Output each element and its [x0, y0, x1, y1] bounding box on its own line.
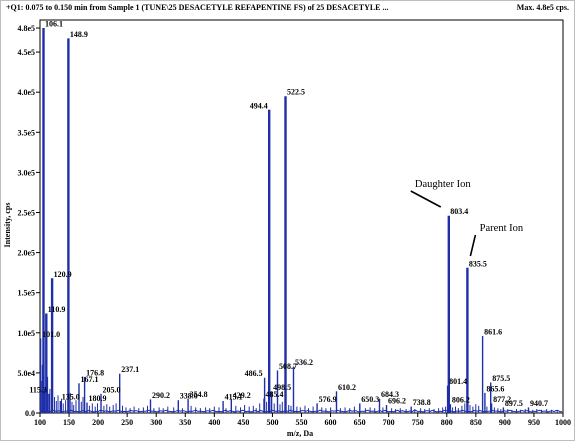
peak-label-415.1: 415.1 — [225, 393, 243, 402]
max-intensity-label: Max. 4.8e5 cps. — [517, 3, 569, 12]
peak-label-610.2: 610.2 — [338, 383, 356, 392]
x-tick-label: 900 — [499, 418, 511, 427]
peak-label-865.6: 865.6 — [486, 384, 504, 393]
peak-label-429.2: 429.2 — [233, 391, 251, 400]
x-tick-label: 100 — [34, 418, 46, 427]
annotation-daughter-ion: Daughter Ion — [415, 179, 471, 190]
x-tick-label: 850 — [470, 418, 482, 427]
x-tick-label: 550 — [296, 418, 308, 427]
peak-label-835.5: 835.5 — [469, 259, 487, 268]
spectrum-peaks — [39, 28, 563, 413]
peak-labels: 106.1 148.9 494.4 522.5 803.4 835.5 861.6 875.5… — [29, 20, 548, 408]
y-tick-label: 1.5e5 — [17, 289, 35, 298]
peak-label-738.8: 738.8 — [413, 398, 431, 407]
x-tick-label: 200 — [92, 418, 104, 427]
peak-label-338.0: 338.0 — [180, 392, 198, 401]
peak-label-494.4: 494.4 — [250, 101, 268, 110]
y-tick-label: 4.0e5 — [17, 88, 35, 97]
x-tick-label: 300 — [150, 418, 162, 427]
annotation-parent-ion: Parent Ion — [480, 223, 524, 234]
x-tick-label: 250 — [121, 418, 133, 427]
y-tick-label: 4.8e5 — [17, 24, 35, 33]
y-axis: 0.0 5.0e4 1.0e5 1.5e5 2.0e5 2.5e5 3.0e5 3.5e5 4.… — [17, 24, 40, 418]
peak-label-354.8: 354.8 — [190, 390, 208, 399]
y-tick-label: 4.5e5 — [17, 48, 35, 57]
peak-label-290.2: 290.2 — [152, 391, 170, 400]
x-tick-label: 750 — [412, 418, 424, 427]
peak-label-106.1: 106.1 — [45, 20, 63, 29]
y-tick-label: 2.5e5 — [17, 208, 35, 217]
peak-label-180.9: 180.9 — [89, 394, 107, 403]
peak-label-696.2: 696.2 — [388, 397, 406, 406]
peak-label-803.4: 803.4 — [450, 207, 468, 216]
x-tick-label: 150 — [63, 418, 75, 427]
peak-label-806.2: 806.2 — [452, 396, 470, 405]
peak-label-650.3: 650.3 — [361, 395, 379, 404]
peak-label-875.5: 875.5 — [492, 374, 510, 383]
peak-label-148.9: 148.9 — [70, 30, 88, 39]
x-tick-label: 350 — [179, 418, 191, 427]
y-tick-label: 2.0e5 — [17, 249, 35, 258]
peak-label-940.7: 940.7 — [530, 399, 548, 408]
peak-label-801.4: 801.4 — [449, 377, 467, 386]
peak-label-110.9: 110.9 — [48, 305, 66, 314]
x-tick-label: 800 — [441, 418, 453, 427]
y-tick-label: 3.0e5 — [17, 168, 35, 177]
peak-label-684.3: 684.3 — [381, 390, 399, 399]
peak-label-205.0: 205.0 — [103, 385, 121, 394]
y-tick-label: 5.0e4 — [17, 369, 35, 378]
y-tick-label: 3.5e5 — [17, 128, 35, 137]
peak-label-877.2: 877.2 — [493, 395, 511, 404]
peak-label-167.1: 167.1 — [81, 375, 99, 384]
peak-label-485.4: 485.4 — [266, 390, 284, 399]
x-axis-label: m/z, Da — [287, 429, 313, 438]
y-tick-label: 1.0e5 — [17, 329, 35, 338]
x-tick-label: 500 — [266, 418, 278, 427]
y-tick-label: 0.0 — [25, 409, 35, 418]
peak-label-101.0: 101.0 — [42, 330, 60, 339]
peak-label-536.2: 536.2 — [295, 358, 313, 367]
x-tick-label: 700 — [383, 418, 395, 427]
peak-label-498.5: 498.5 — [273, 383, 291, 392]
annotation-parent-ion-pointer — [469, 234, 477, 257]
peak-label-576.9: 576.9 — [319, 395, 337, 404]
x-tick-label: 450 — [237, 418, 249, 427]
peak-label-522.5: 522.5 — [287, 88, 305, 97]
peak-label-897.5: 897.5 — [505, 399, 523, 408]
x-axis: 100 150 200 250 300 350 400 450 500 550 600 650 700 7… — [34, 413, 571, 427]
annotation-daughter-ion-pointer — [410, 190, 442, 208]
annotations: Daughter Ion Parent Ion — [410, 179, 524, 257]
x-tick-label: 400 — [208, 418, 220, 427]
peak-label-115.3: 115.3 — [29, 385, 47, 394]
x-tick-label: 950 — [528, 418, 540, 427]
x-tick-label: 650 — [354, 418, 366, 427]
peak-label-486.5: 486.5 — [245, 369, 263, 378]
peak-label-237.1: 237.1 — [121, 365, 139, 374]
x-tick-label: 600 — [325, 418, 337, 427]
peak-label-120.9: 120.9 — [54, 270, 72, 279]
peak-label-861.6: 861.6 — [484, 328, 502, 337]
peak-label-135.0: 135.0 — [62, 393, 80, 402]
x-tick-label: 1000 — [555, 418, 571, 427]
y-axis-label: Intensity, cps — [3, 203, 12, 248]
scan-info-header: +Q1: 0.075 to 0.150 min from Sample 1 (T… — [6, 3, 389, 12]
peak-label-176.8: 176.8 — [86, 368, 104, 377]
peak-label-508.7: 508.7 — [279, 362, 297, 371]
